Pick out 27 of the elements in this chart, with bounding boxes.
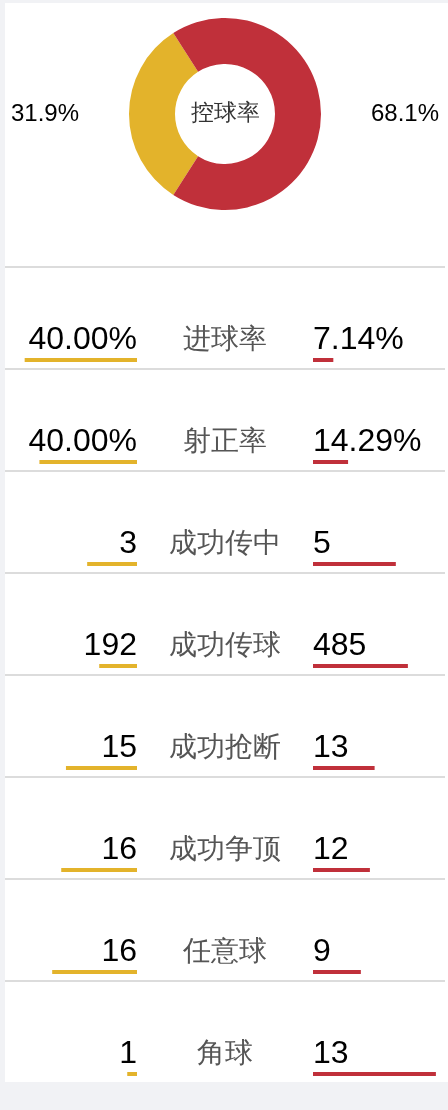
data-label: 40.00% <box>28 319 137 356</box>
y-tick-label: 成功传球 <box>169 628 281 660</box>
data-label: 485 <box>313 625 367 662</box>
y-tick-label: 成功争顶 <box>169 832 281 864</box>
data-label: 13 <box>313 1033 349 1070</box>
data-label: 40.00% <box>28 421 137 458</box>
data-label: 68.1% <box>370 98 440 126</box>
data-label: 15 <box>101 727 137 764</box>
data-label: 7.14% <box>313 319 404 356</box>
data-label: 9 <box>313 931 331 968</box>
data-label: 16 <box>101 931 137 968</box>
data-label: 192 <box>83 625 137 662</box>
y-tick-label: 任意球 <box>182 934 267 966</box>
text: 控球率 <box>190 99 260 126</box>
y-tick-label: 成功传中 <box>169 526 281 558</box>
data-label: 13 <box>313 727 349 764</box>
data-label: 16 <box>101 829 137 866</box>
data-label: 14.29% <box>313 421 422 458</box>
data-label: 1 <box>119 1033 137 1070</box>
y-tick-label: 成功抢断 <box>169 730 281 762</box>
y-tick-label: 角球 <box>197 1036 253 1068</box>
data-label: 31.9% <box>10 98 80 126</box>
data-label: 12 <box>313 829 349 866</box>
data-label: 5 <box>313 523 331 560</box>
y-tick-label: 射正率 <box>183 424 267 456</box>
data-label: 3 <box>119 523 137 560</box>
y-tick-label: 进球率 <box>183 322 267 354</box>
